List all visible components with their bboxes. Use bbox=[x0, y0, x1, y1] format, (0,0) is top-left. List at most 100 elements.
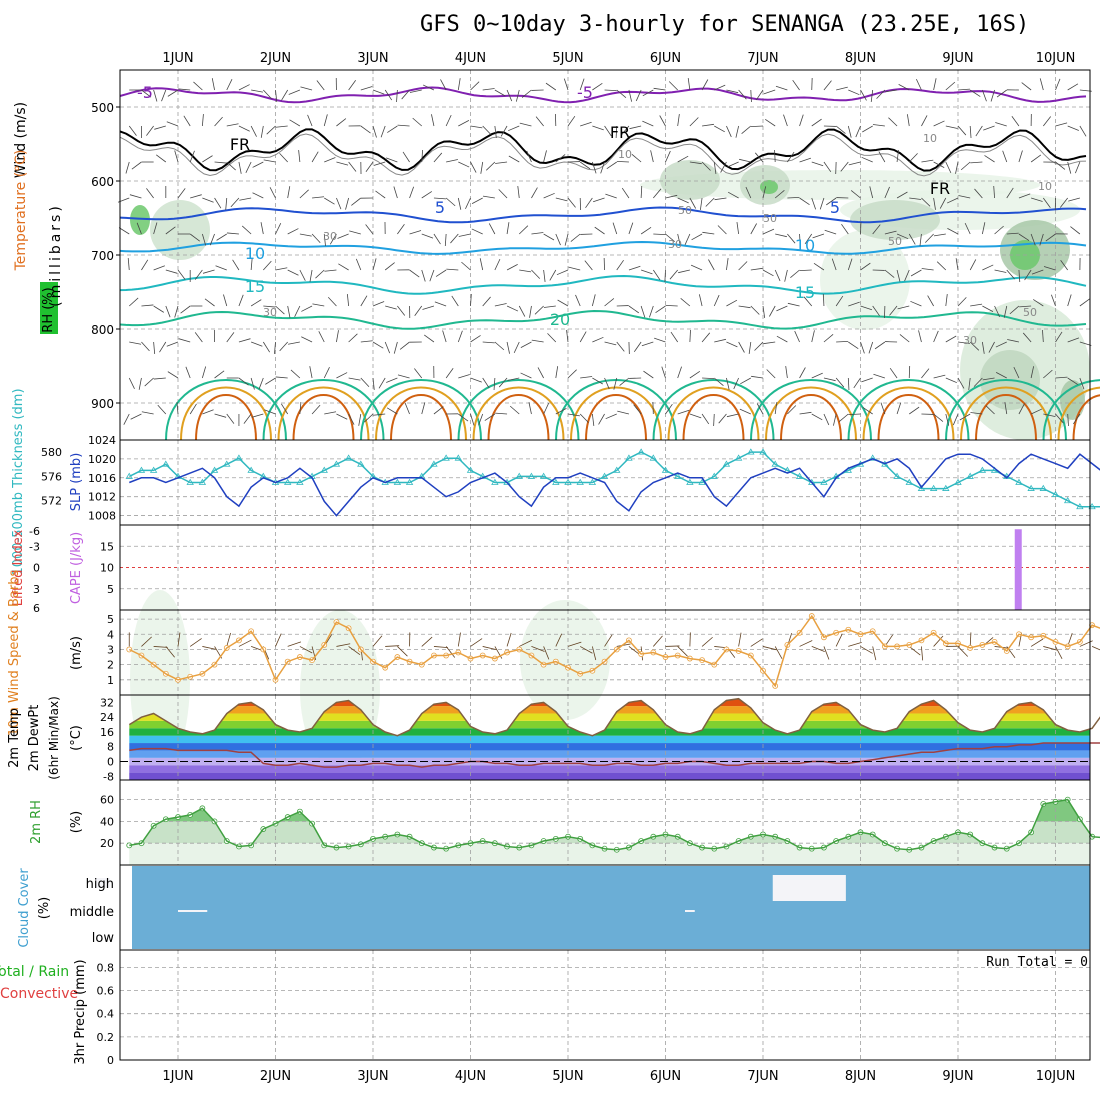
contour-label: 10 bbox=[1038, 180, 1052, 193]
wind-barb bbox=[909, 406, 920, 415]
wind-barb bbox=[896, 233, 909, 240]
wind-barb bbox=[847, 377, 850, 391]
wind10-barb bbox=[445, 646, 456, 658]
wind-barb bbox=[605, 193, 617, 199]
isotherm-loop bbox=[292, 394, 355, 441]
wind-barb bbox=[1073, 413, 1081, 425]
wind-barb bbox=[336, 197, 342, 210]
wind-barb bbox=[214, 197, 222, 209]
wind-barb bbox=[945, 81, 956, 91]
lifted-index-tick: 3 bbox=[33, 583, 40, 596]
wind-barb bbox=[513, 341, 520, 354]
wind-barb bbox=[983, 125, 995, 131]
wind-barb bbox=[226, 161, 236, 171]
wind-barb bbox=[226, 79, 233, 91]
wind-barb bbox=[762, 269, 774, 277]
wind-barb bbox=[1055, 161, 1066, 170]
wind-barb bbox=[960, 161, 971, 171]
wind-barb bbox=[531, 187, 538, 199]
wind-barb bbox=[957, 341, 970, 344]
wind10-barb bbox=[579, 646, 593, 654]
wind-barb bbox=[592, 336, 604, 343]
wind-barb bbox=[1055, 413, 1064, 424]
wind-barb bbox=[835, 125, 846, 134]
wind-barb bbox=[327, 296, 337, 307]
isotherm-loop bbox=[945, 379, 1067, 441]
thickness-tick: 572 bbox=[41, 495, 62, 508]
wind-barb bbox=[275, 376, 288, 379]
wind-barb bbox=[386, 407, 398, 415]
wind-barb bbox=[387, 125, 398, 133]
isotherm-loop bbox=[555, 379, 677, 441]
wind-barb bbox=[750, 267, 763, 271]
wind-barb bbox=[785, 366, 788, 379]
wind-barb bbox=[860, 305, 873, 311]
wind-barb bbox=[833, 413, 837, 426]
wind10-barb bbox=[202, 646, 217, 650]
contour-label: -5 bbox=[577, 83, 593, 102]
contour-label: -5 bbox=[137, 83, 153, 102]
wind-barb bbox=[372, 341, 384, 349]
wind-barb bbox=[482, 195, 495, 199]
isotherm-loop bbox=[1057, 386, 1100, 441]
wind10-barb bbox=[555, 633, 563, 647]
wind-barb bbox=[957, 125, 967, 136]
wind-barb bbox=[458, 120, 470, 127]
wind-barb bbox=[214, 413, 227, 418]
cloud-ylabel: Cloud Cover bbox=[17, 868, 32, 948]
wind-barb bbox=[279, 152, 288, 163]
wind-barb bbox=[155, 154, 167, 163]
wind-barb bbox=[933, 233, 946, 237]
wind-barb bbox=[471, 197, 483, 204]
wind-barb bbox=[823, 161, 832, 173]
upper-y-tick: 800 bbox=[91, 323, 114, 337]
wind-barb bbox=[556, 269, 569, 276]
wind-barb bbox=[299, 402, 302, 415]
wind-barb bbox=[470, 377, 482, 383]
wind-barb bbox=[482, 88, 495, 91]
wind-barb bbox=[421, 233, 434, 239]
upper-y-tick: 500 bbox=[91, 101, 114, 115]
wind-barb bbox=[263, 159, 276, 163]
wind-barb bbox=[670, 331, 679, 343]
upper-ylabel-temp: Temperature (°C) bbox=[13, 150, 29, 272]
wind-barb bbox=[615, 125, 618, 139]
wind-barb bbox=[336, 413, 348, 420]
wind10-barb bbox=[141, 636, 152, 647]
wind-barb bbox=[238, 84, 250, 91]
wind-barb bbox=[633, 404, 642, 415]
wind-barb bbox=[421, 269, 426, 282]
wind-barb bbox=[311, 404, 321, 415]
wind-barb bbox=[840, 161, 849, 172]
wind-barb bbox=[702, 377, 715, 380]
wind-barb bbox=[180, 305, 191, 314]
wind-barb bbox=[933, 330, 939, 343]
wind-barb bbox=[713, 413, 715, 427]
wind-barb bbox=[118, 227, 130, 235]
wind-barb bbox=[936, 261, 947, 271]
wind-barb bbox=[945, 161, 952, 174]
contour-label: 5 bbox=[435, 198, 445, 217]
date-label-top: 5JUN bbox=[552, 51, 583, 66]
wind-barb bbox=[628, 222, 634, 235]
thickness-point bbox=[344, 454, 353, 461]
cloud-block-high bbox=[95, 878, 110, 888]
wind-barb bbox=[762, 305, 766, 318]
wind-barb bbox=[853, 377, 861, 389]
wind-barb bbox=[509, 405, 520, 415]
wind-barb bbox=[506, 305, 519, 312]
wind10-barb bbox=[311, 646, 317, 661]
wind-barb bbox=[543, 305, 556, 308]
wind-barb bbox=[1045, 233, 1056, 242]
wind-barb bbox=[872, 224, 881, 235]
wind-barb bbox=[263, 89, 272, 100]
wind-barb bbox=[380, 125, 386, 138]
wind-barb bbox=[784, 269, 788, 282]
wind-barb bbox=[402, 151, 410, 163]
wind-barb bbox=[287, 305, 291, 318]
wind-barb bbox=[612, 222, 618, 235]
wind-barb bbox=[985, 405, 995, 415]
wind-barb bbox=[243, 413, 252, 424]
date-label-bottom: 6JUN bbox=[650, 1069, 681, 1084]
wind-barb bbox=[861, 377, 873, 383]
